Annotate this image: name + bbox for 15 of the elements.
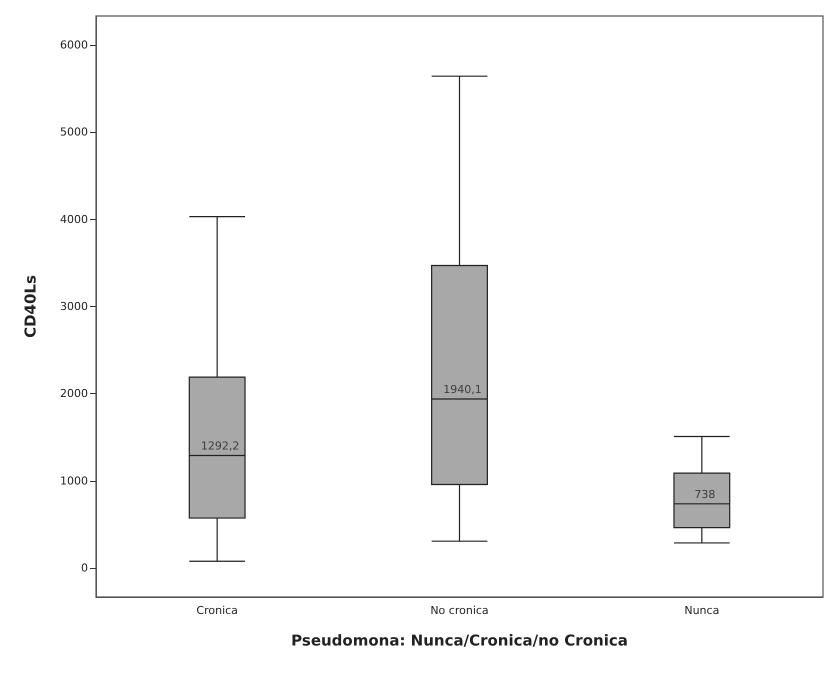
y-tick-label: 4000 [60, 212, 88, 226]
y-tick-label: 0 [81, 562, 88, 575]
annotation: 1292,2 [200, 439, 240, 452]
y-tick-label: 2000 [60, 387, 88, 400]
y-tick-label: 1000 [60, 474, 88, 488]
y-tick-label: 3000 [60, 300, 88, 313]
x-axis-title: Pseudomona: Nunca/Cronica/no Cronica [291, 632, 628, 650]
y-tick-label: 5000 [60, 126, 88, 139]
x-tick-label: No cronica [430, 604, 489, 617]
y-tick-label: 6000 [60, 38, 88, 52]
x-tick-label: Nunca [684, 604, 720, 617]
y-axis-title: CD40Ls [22, 275, 40, 338]
annotation: 1940,1 [443, 382, 482, 396]
x-tick-label: Cronica [196, 604, 238, 617]
annotation: 738 [694, 488, 716, 501]
